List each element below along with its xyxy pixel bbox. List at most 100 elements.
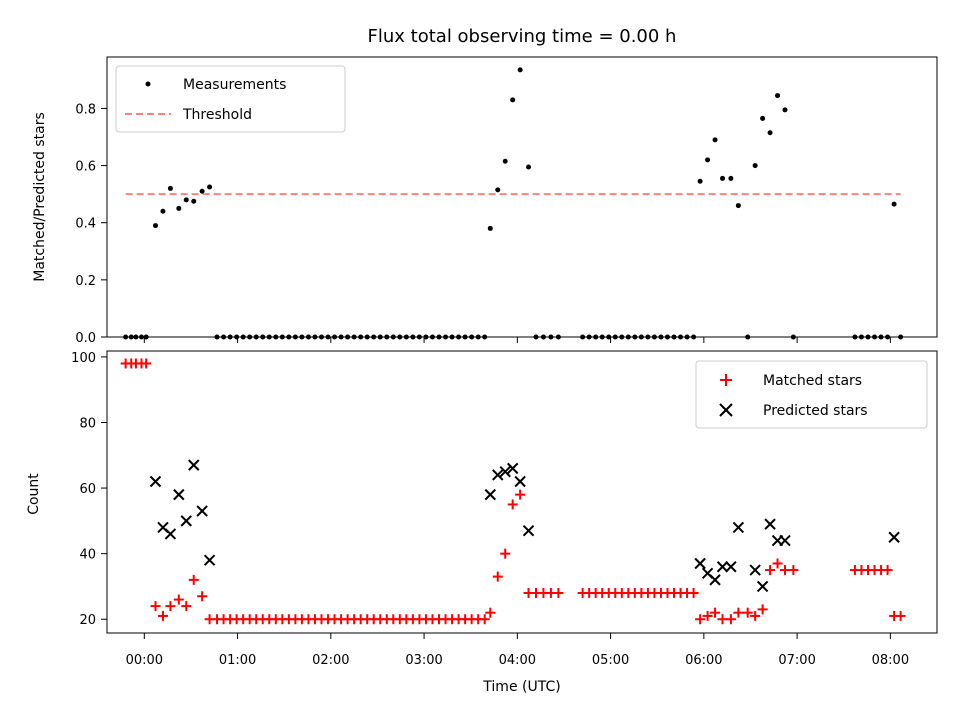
matched-star-point: [772, 558, 783, 569]
x-tick-label: 03:00: [405, 653, 442, 668]
matched-star-point: [695, 614, 706, 625]
bottom-legend-box: [695, 360, 928, 429]
bottom-y-tick-label: 20: [79, 613, 96, 628]
matched-star-point: [507, 499, 518, 510]
matched-star-point: [479, 614, 490, 625]
measurement-point: [728, 175, 734, 181]
measurement-point: [160, 208, 166, 214]
bottom-legend: Matched stars Predicted stars: [695, 360, 928, 429]
bottom-y-tick-label: 60: [79, 482, 96, 497]
top-legend-box: [115, 65, 346, 133]
measurement-point: [712, 137, 718, 143]
predicted-star-point: [756, 580, 769, 593]
matched-star-point: [485, 607, 496, 618]
measurement-point: [705, 157, 711, 163]
measurement-point: [207, 184, 213, 190]
measurement-point: [495, 187, 501, 193]
predicted-star-point: [514, 475, 526, 488]
matched-star-point: [882, 565, 893, 576]
predicted-star-point: [499, 465, 511, 478]
predicted-star-point: [203, 554, 216, 566]
measurement-point: [782, 107, 788, 113]
measurement-point: [176, 205, 182, 211]
predicted-star-point: [149, 475, 162, 488]
predicted-star-point: [188, 459, 200, 471]
predicted-star-point: [709, 574, 721, 586]
predicted-star-point: [196, 505, 208, 517]
measurement-point: [183, 197, 189, 203]
matched-star-point: [173, 594, 184, 605]
x-tick-label: 04:00: [499, 653, 536, 668]
measurement-point: [167, 185, 173, 191]
flux-ratio-panel: Flux total observing time = 0.00 h Match…: [32, 26, 938, 346]
matched-star-point: [733, 607, 744, 618]
matched-star-point: [702, 610, 713, 621]
matched-star-point: [553, 587, 564, 598]
top-y-tick-label: 0.6: [75, 160, 96, 175]
x-tick-label: 05:00: [592, 653, 629, 668]
top-y-tick-label: 0.8: [75, 102, 96, 117]
bottom-axes-frame: [106, 350, 938, 634]
predicted-star-point: [506, 462, 519, 475]
predicted-star-point: [749, 564, 761, 576]
top-legend: Measurements Threshold: [115, 65, 346, 133]
matched-star-point: [500, 548, 511, 559]
matched-star-point: [742, 607, 753, 618]
matched-star-point: [710, 607, 721, 618]
matched-star-point: [141, 358, 152, 369]
matched-star-point: [492, 571, 503, 582]
matched-star-point: [725, 614, 736, 625]
measurement-point: [697, 178, 703, 184]
predicted-star-point: [484, 488, 496, 501]
matched-star-point: [150, 601, 161, 612]
x-axis-label: Time (UTC): [482, 679, 560, 695]
predicted-star-point: [164, 528, 177, 540]
bottom-plot-area: [120, 358, 906, 625]
measurement-point: [487, 225, 493, 231]
chart-title: Flux total observing time = 0.00 h: [368, 26, 677, 47]
matched-star-point: [895, 610, 906, 621]
predicted-star-point: [725, 561, 737, 573]
predicted-star-point: [732, 521, 745, 534]
legend-predicted-marker: [719, 403, 733, 417]
top-y-tick-label: 0.2: [75, 274, 96, 289]
measurement-point: [517, 67, 523, 73]
top-y-tick-label: 0.0: [75, 331, 96, 346]
bottom-y-tick-label: 40: [79, 548, 96, 563]
top-axes-frame: [106, 56, 938, 338]
matched-star-point: [688, 587, 699, 598]
top-y-tick-label: 0.4: [75, 217, 96, 232]
measurement-point: [152, 223, 158, 229]
matched-star-point: [181, 601, 192, 612]
bottom-y-tick-label: 100: [71, 351, 96, 366]
matched-star-point: [197, 591, 208, 602]
predicted-star-point: [180, 515, 192, 527]
x-tick-label: 06:00: [685, 653, 722, 668]
x-tick-label: 01:00: [219, 653, 256, 668]
x-tick-label: 08:00: [872, 653, 909, 668]
predicted-star-point: [779, 534, 791, 547]
legend-measurements-label: Measurements: [183, 77, 286, 93]
measurement-point: [502, 158, 508, 164]
predicted-star-point: [522, 524, 535, 537]
predicted-star-point: [888, 531, 900, 543]
measurement-point: [752, 163, 758, 169]
matched-star-point: [717, 614, 728, 625]
legend-predicted-label: Predicted stars: [763, 403, 868, 419]
matched-star-point: [765, 565, 776, 576]
predicted-star-point: [716, 561, 729, 573]
measurement-point: [775, 93, 781, 99]
bottom-x-ticks: 00:00 01:00 02:00 03:00 04:00 05:00 06:00 07:00…: [126, 633, 909, 668]
predicted-star-point: [694, 557, 706, 570]
top-y-ticks: 0.0 0.2 0.4 0.6 0.8: [75, 102, 107, 346]
predicted-star-point: [764, 518, 776, 530]
matched-star-point: [750, 610, 761, 621]
bottom-y-axis-label: Count: [26, 473, 42, 515]
predicted-star-point: [492, 469, 504, 481]
bottom-y-tick-label: 80: [79, 416, 96, 431]
measurement-point: [720, 175, 726, 181]
legend-measurements-marker: [145, 81, 151, 87]
matched-star-point: [779, 565, 790, 576]
x-tick-label: 07:00: [778, 653, 815, 668]
measurement-point: [891, 201, 897, 207]
